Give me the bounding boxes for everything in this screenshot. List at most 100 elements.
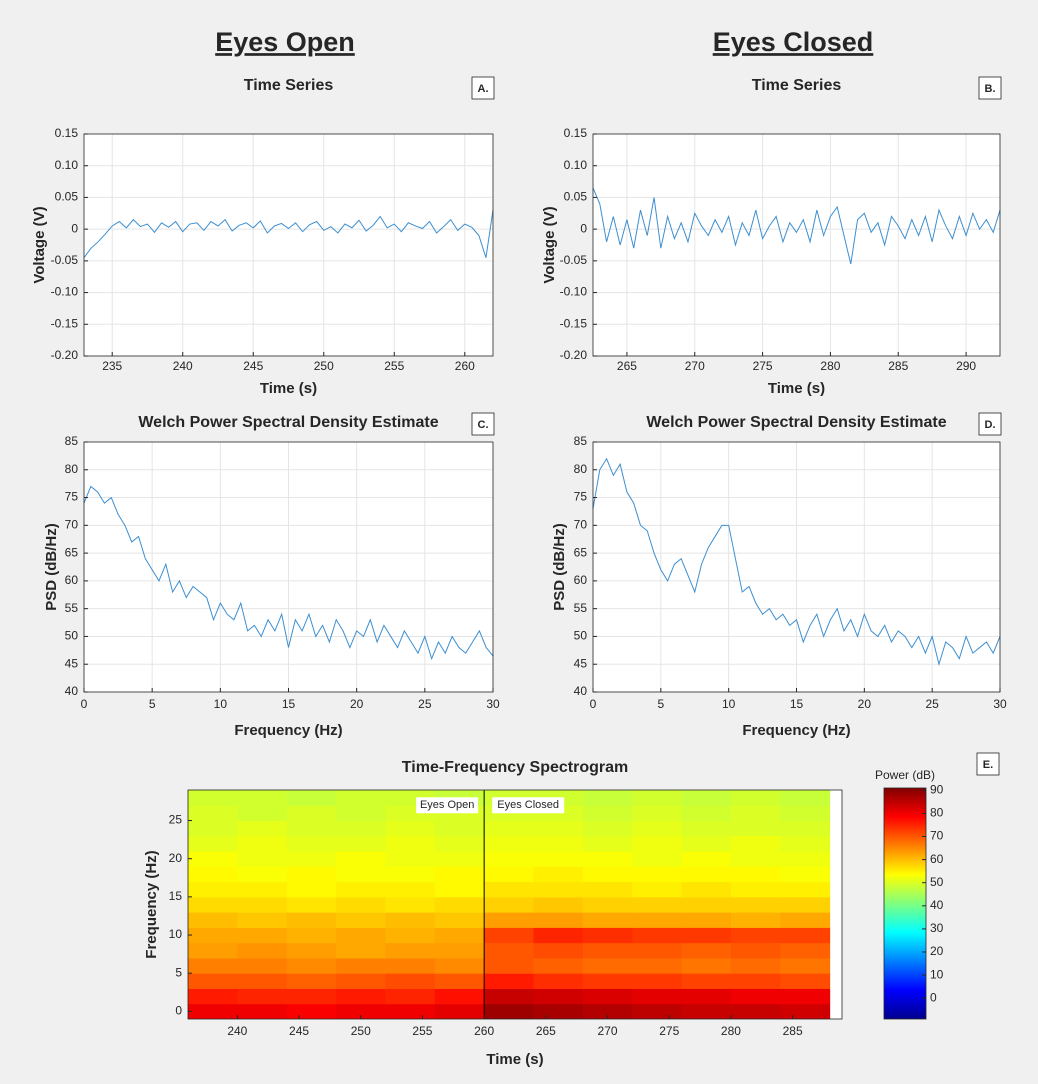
y-tick-label: -0.05 — [51, 253, 79, 267]
x-tick-label: 5 — [149, 697, 156, 711]
colorbar-label: Power (dB) — [875, 768, 935, 782]
heatmap-cell — [730, 835, 781, 852]
x-axis-label: Frequency (Hz) — [742, 722, 850, 739]
heatmap-cell — [681, 790, 732, 806]
chart-title: Welch Power Spectral Density Estimate — [646, 414, 946, 431]
panel-label-box — [471, 76, 495, 100]
x-tick-label: 275 — [753, 359, 773, 373]
y-tick-label: 55 — [574, 601, 588, 615]
x-tick-label: 265 — [536, 1024, 556, 1038]
heatmap-cell — [484, 896, 535, 913]
heatmap-cell — [237, 973, 288, 989]
heatmap-cell — [385, 927, 436, 944]
y-tick-label: 0.05 — [564, 190, 588, 204]
heatmap-cell — [336, 1003, 386, 1019]
heatmap-cell — [582, 805, 633, 822]
y-tick-label: -0.15 — [560, 316, 588, 330]
x-tick-label: 30 — [993, 697, 1007, 711]
heatmap-cell — [681, 835, 732, 852]
heatmap-cell — [385, 988, 436, 1005]
heatmap-cell — [286, 835, 337, 852]
heatmap-cell — [434, 820, 485, 837]
x-axis-label: Frequency (Hz) — [234, 722, 342, 739]
heatmap-cell — [681, 942, 732, 959]
heatmap-cell — [582, 881, 633, 898]
heatmap-cell — [780, 1003, 831, 1019]
x-axis-label: Time (s) — [260, 380, 317, 397]
heatmap-cell — [730, 851, 781, 867]
annotation-box — [416, 797, 479, 814]
heatmap-cell — [336, 835, 386, 852]
column-header: Eyes Open — [215, 27, 355, 57]
y-tick-label: 0.15 — [55, 126, 79, 140]
x-tick-label: 0 — [81, 697, 88, 711]
heatmap-cell — [336, 942, 386, 959]
data-line — [592, 187, 1001, 265]
heatmap-cell — [632, 973, 683, 989]
heatmap-cell — [632, 896, 683, 913]
heatmap-cell — [730, 988, 781, 1005]
colorbar — [883, 787, 927, 1020]
x-tick-label: 265 — [617, 359, 637, 373]
heatmap-cell — [237, 896, 288, 913]
heatmap-cell — [188, 805, 238, 822]
heatmap-cell — [286, 820, 337, 837]
y-tick-label: 0.05 — [55, 190, 79, 204]
panel-label-box — [978, 412, 1002, 436]
chart-title: Welch Power Spectral Density Estimate — [138, 414, 438, 431]
y-tick-label: 75 — [574, 490, 588, 504]
y-tick-label: 65 — [574, 545, 588, 559]
heatmap-cell — [533, 820, 584, 837]
plot-area — [84, 134, 493, 356]
heatmap-cell — [385, 851, 436, 867]
x-axis-label: Time (s) — [768, 380, 825, 397]
heatmap-cell — [237, 912, 288, 928]
panel-label-box — [976, 752, 1000, 776]
heatmap-cell — [484, 820, 535, 837]
heatmap-cell — [632, 851, 683, 867]
x-tick-label: 240 — [173, 359, 193, 373]
x-tick-label: 10 — [214, 697, 228, 711]
heatmap-cell — [484, 881, 535, 898]
heatmap-cell — [780, 942, 831, 959]
heatmap-cell — [780, 881, 831, 898]
colorbar-tick-label: 60 — [930, 852, 944, 866]
heatmap-cell — [336, 896, 386, 913]
y-tick-label: 0 — [71, 221, 78, 235]
plot-area — [593, 134, 1000, 356]
heatmap — [188, 790, 831, 1019]
heatmap-cell — [188, 866, 238, 883]
heatmap-cell — [336, 957, 386, 974]
x-tick-label: 285 — [888, 359, 908, 373]
chart-title: Time Series — [752, 77, 842, 94]
heatmap-cell — [286, 1003, 337, 1019]
y-tick-label: 60 — [574, 573, 588, 587]
heatmap-cell — [385, 957, 436, 974]
heatmap-cell — [434, 927, 485, 944]
heatmap-cell — [632, 988, 683, 1005]
y-tick-label: 75 — [65, 490, 79, 504]
data-line — [592, 457, 1001, 667]
heatmap-cell — [632, 927, 683, 944]
x-tick-label: 260 — [455, 359, 475, 373]
heatmap-cell — [681, 957, 732, 974]
heatmap-cell — [780, 790, 831, 806]
heatmap-cell — [582, 988, 633, 1005]
x-tick-label: 280 — [721, 1024, 741, 1038]
panel-label-box — [471, 412, 495, 436]
y-tick-label: 70 — [574, 518, 588, 532]
y-tick-label: 45 — [574, 656, 588, 670]
x-tick-label: 285 — [783, 1024, 803, 1038]
y-tick-label: 40 — [574, 684, 588, 698]
y-tick-label: -0.20 — [51, 348, 79, 362]
heatmap-cell — [780, 851, 831, 867]
heatmap-cell — [336, 790, 386, 806]
heatmap-cell — [681, 881, 732, 898]
plot-frame — [83, 133, 494, 357]
heatmap-cell — [582, 957, 633, 974]
heatmap-cell — [188, 912, 238, 928]
y-tick-label: 5 — [175, 965, 182, 979]
heatmap-cell — [286, 927, 337, 944]
heatmap-cell — [533, 988, 584, 1005]
y-axis-label: Voltage (V) — [31, 206, 48, 283]
